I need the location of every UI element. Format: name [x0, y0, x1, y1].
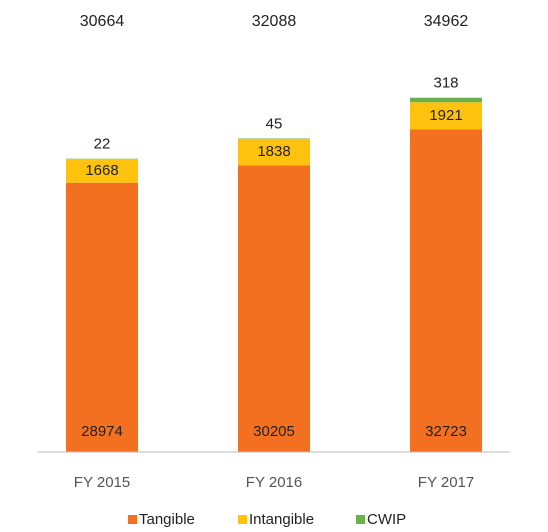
- legend-label: Tangible: [139, 511, 195, 528]
- bar-segment: [238, 138, 310, 140]
- bar-segment: [410, 129, 482, 453]
- data-label: 1838: [257, 143, 290, 160]
- total-label: 32088: [252, 13, 297, 30]
- legend-label: Intangible: [249, 511, 314, 528]
- data-label: 45: [266, 115, 283, 132]
- bar-segment: [66, 159, 138, 183]
- bar-segment: [238, 139, 310, 166]
- total-label: 30664: [80, 13, 125, 30]
- data-label: 1921: [429, 107, 462, 124]
- data-label: 30205: [253, 423, 295, 440]
- x-tick-label: FY 2016: [246, 474, 302, 491]
- legend-swatch: [238, 515, 247, 524]
- data-label: 22: [94, 136, 111, 153]
- bar-segment: [410, 97, 482, 103]
- legend-label: CWIP: [367, 511, 406, 528]
- bar-segment: [410, 102, 482, 130]
- total-label: 34962: [424, 13, 469, 30]
- bar-segment: [66, 182, 138, 452]
- legend-swatch: [356, 515, 365, 524]
- data-label: 1668: [85, 162, 118, 179]
- data-label: 28974: [81, 423, 123, 440]
- x-tick-label: FY 2015: [74, 474, 130, 491]
- x-tick-label: FY 2017: [418, 474, 474, 491]
- legend-swatch: [128, 515, 137, 524]
- bar-segment: [238, 165, 310, 452]
- data-label: 32723: [425, 423, 467, 440]
- data-label: 318: [433, 75, 458, 92]
